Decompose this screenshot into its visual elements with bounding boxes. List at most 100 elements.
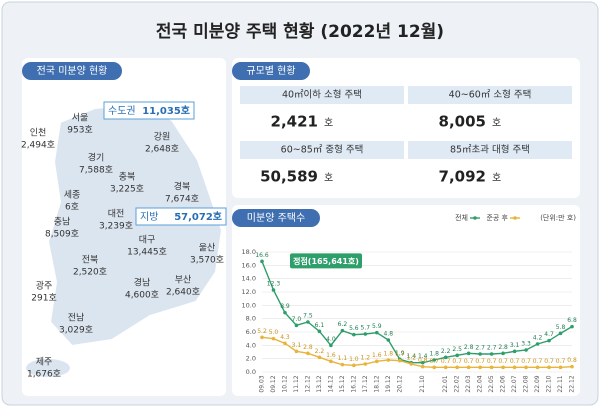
x-tick-label: 18.12 bbox=[373, 375, 380, 392]
size-label-bg bbox=[408, 141, 572, 159]
data-label: 5.6 bbox=[349, 325, 359, 332]
data-label: 6.2 bbox=[338, 321, 348, 328]
size-value: 7,092 bbox=[439, 168, 486, 186]
size-label-bg bbox=[408, 86, 572, 104]
data-label: 4.3 bbox=[280, 334, 290, 341]
x-tick-label: 22.09 bbox=[534, 375, 541, 392]
region-value: 6호 bbox=[65, 202, 79, 213]
size-value: 8,005 bbox=[439, 113, 486, 131]
series-point bbox=[294, 323, 299, 328]
region-name: 서울 bbox=[72, 113, 89, 124]
series-point bbox=[271, 288, 276, 292]
x-tick-label: 11.12 bbox=[293, 375, 300, 392]
x-tick-label: 10.12 bbox=[281, 375, 288, 392]
series-point bbox=[512, 365, 517, 370]
size-label: 60~85㎡ 중형 주택 bbox=[281, 145, 364, 156]
data-label: 4.2 bbox=[533, 335, 543, 342]
x-tick-label: 22.12 bbox=[569, 375, 576, 392]
data-label: 4.7 bbox=[544, 331, 554, 338]
callout-value: 57,072호 bbox=[174, 210, 222, 223]
data-label: 1.0 bbox=[349, 356, 359, 363]
data-label: 5.2 bbox=[257, 328, 267, 335]
y-tick-label: 4.0 bbox=[246, 341, 256, 349]
data-label: 4.8 bbox=[384, 331, 394, 338]
data-label: 2.7 bbox=[475, 345, 485, 352]
annotation: 정점(165,641호) bbox=[293, 256, 359, 266]
callout-value: 11,035호 bbox=[142, 104, 190, 117]
x-tick-label: 22.07 bbox=[511, 375, 518, 392]
data-label: 2.7 bbox=[487, 345, 497, 352]
x-tick-label: 22.10 bbox=[546, 375, 553, 392]
data-label: 0.8 bbox=[567, 357, 577, 364]
region-name: 전남 bbox=[68, 313, 85, 324]
series-point bbox=[547, 365, 551, 370]
series-point bbox=[340, 328, 345, 333]
series-point bbox=[466, 351, 471, 356]
series-point bbox=[352, 332, 356, 337]
data-label: 0.7 bbox=[521, 358, 531, 365]
region-name: 대전 bbox=[108, 209, 125, 220]
size-unit: 호 bbox=[324, 172, 333, 184]
size-heading: 규모별 현황 bbox=[246, 65, 295, 77]
region-name: 울산 bbox=[199, 243, 216, 254]
x-tick-label: 22.01 bbox=[442, 375, 449, 392]
series-point bbox=[535, 342, 540, 346]
series-point bbox=[306, 320, 310, 324]
data-label: 1.6 bbox=[326, 352, 336, 359]
series-point bbox=[558, 365, 563, 370]
y-tick-label: 0.0 bbox=[246, 368, 256, 376]
series-point bbox=[432, 365, 437, 370]
chart-panel bbox=[232, 205, 580, 396]
size-heading-bg bbox=[232, 62, 310, 80]
data-label: 5.0 bbox=[269, 329, 279, 336]
series-line bbox=[261, 336, 573, 369]
data-label: 2.8 bbox=[498, 344, 508, 351]
x-tick-label: 09.12 bbox=[270, 375, 277, 392]
region-value: 291호 bbox=[31, 293, 56, 304]
series-point bbox=[397, 358, 402, 363]
data-label: 0.7 bbox=[464, 358, 474, 365]
region-name: 광주 bbox=[36, 280, 53, 292]
data-label: 3.1 bbox=[510, 342, 520, 349]
size-label: 85㎡초과 대형 주택 bbox=[450, 145, 530, 156]
data-label: 1.7 bbox=[395, 351, 405, 358]
size-unit: 호 bbox=[492, 172, 501, 184]
x-tick-label: 16.12 bbox=[350, 375, 357, 392]
region-name: 대구 bbox=[139, 235, 156, 246]
series-point bbox=[260, 259, 264, 264]
data-label: 1.4 bbox=[418, 353, 428, 360]
data-label: 0.7 bbox=[429, 358, 439, 365]
series-point bbox=[340, 362, 345, 367]
series-point bbox=[352, 363, 356, 368]
series-point bbox=[547, 338, 551, 343]
region-name: 경북 bbox=[174, 181, 191, 193]
legend-label: 준공 후 bbox=[486, 214, 508, 222]
data-label: 5.7 bbox=[361, 325, 371, 332]
y-tick-label: 18.0 bbox=[242, 248, 256, 256]
data-label: 4.0 bbox=[326, 336, 336, 343]
series-point bbox=[570, 364, 574, 369]
data-label: 0.7 bbox=[533, 358, 543, 365]
data-label: 1.9 bbox=[395, 350, 405, 357]
series-point bbox=[489, 365, 494, 370]
data-label: 2.5 bbox=[452, 346, 462, 353]
series-point bbox=[432, 358, 437, 362]
region-name: 부산 bbox=[175, 275, 192, 286]
data-label: 0.7 bbox=[487, 358, 497, 365]
region-value: 3,225호 bbox=[110, 184, 144, 195]
series-point bbox=[420, 360, 425, 365]
data-label: 2.2 bbox=[441, 348, 451, 355]
x-tick-label: 22.02 bbox=[454, 375, 461, 392]
series-point bbox=[329, 343, 333, 348]
region-value: 2,494호 bbox=[21, 140, 55, 151]
y-tick-label: 14.0 bbox=[242, 275, 256, 283]
y-tick-label: 16.0 bbox=[242, 261, 256, 269]
region-value: 2,648호 bbox=[145, 144, 179, 155]
jeju-island bbox=[26, 359, 70, 377]
region-name: 전북 bbox=[82, 255, 99, 266]
data-label: 2.2 bbox=[315, 348, 325, 355]
data-label: 6.1 bbox=[315, 322, 325, 329]
x-tick-label: 15.12 bbox=[339, 375, 346, 392]
series-point bbox=[375, 359, 379, 364]
